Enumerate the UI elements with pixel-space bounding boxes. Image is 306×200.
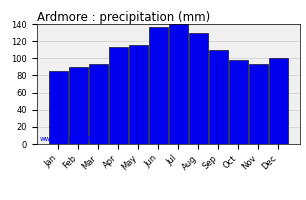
Bar bbox=[209, 50, 228, 144]
Bar bbox=[69, 67, 88, 144]
Bar bbox=[149, 27, 168, 144]
Text: Ardmore : precipitation (mm): Ardmore : precipitation (mm) bbox=[37, 11, 210, 24]
Text: www.allmetsat.com: www.allmetsat.com bbox=[39, 136, 108, 142]
Bar bbox=[109, 47, 128, 144]
Bar bbox=[129, 45, 148, 144]
Bar bbox=[189, 33, 208, 144]
Bar bbox=[229, 60, 248, 144]
Bar bbox=[169, 24, 188, 144]
Bar bbox=[89, 64, 108, 144]
Bar bbox=[249, 64, 268, 144]
Bar bbox=[269, 58, 288, 144]
Bar bbox=[49, 71, 68, 144]
